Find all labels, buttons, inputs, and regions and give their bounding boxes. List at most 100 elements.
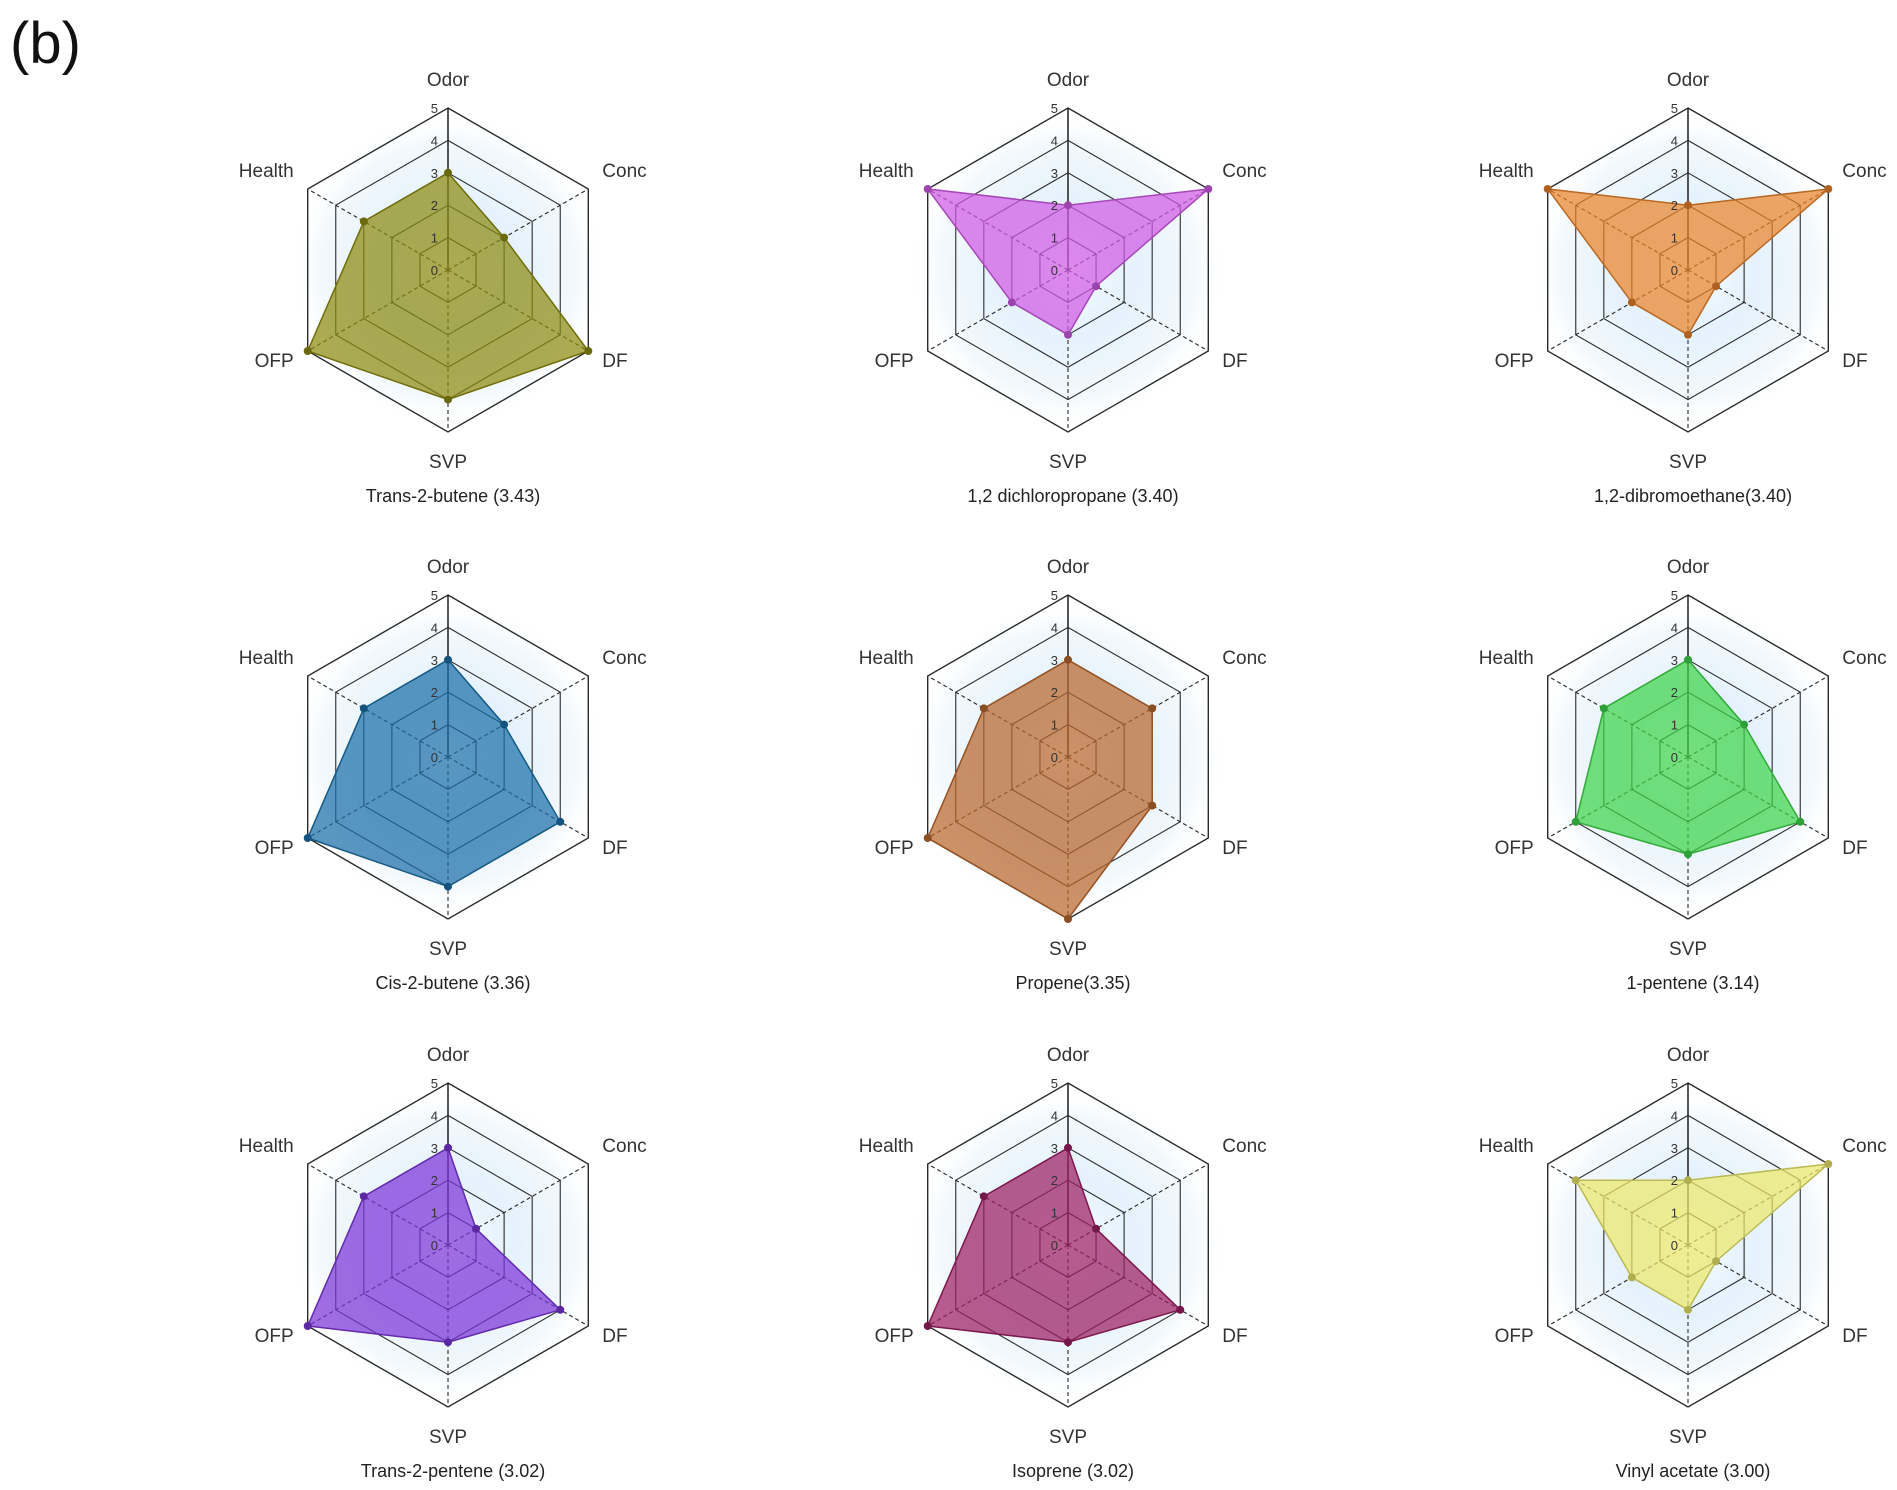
radar-data-point — [1627, 298, 1636, 307]
radar-chart-7: 0 1 2 3 4 5 Odor Conc DF SVP OFP Health Trans-2-pent… — [239, 1045, 647, 1481]
radar-axis-label: Conc — [1842, 648, 1886, 669]
radar-data-point — [1824, 185, 1833, 193]
radar-axis-label: DF — [1842, 1326, 1867, 1347]
radar-axis-label: DF — [1842, 838, 1867, 859]
radar-tick-label: 1 — [1051, 718, 1058, 733]
radar-data-point — [1064, 655, 1072, 664]
radar-axis-label: SVP — [1669, 1427, 1707, 1448]
radar-axis-label: DF — [1222, 351, 1247, 372]
radar-data-point — [1627, 1273, 1636, 1282]
radar-data-point — [444, 1143, 452, 1152]
radar-spoke — [447, 188, 589, 271]
radar-data-point — [444, 168, 452, 177]
radar-axis-label: Health — [859, 161, 914, 182]
radar-chart-5: 0 1 2 3 4 5 Odor Conc DF SVP OFP Health Propene(3.35… — [859, 557, 1267, 993]
radar-chart-2: 0 1 2 3 4 5 Odor Conc DF SVP OFP Health 1,2 dichloro… — [859, 70, 1267, 506]
radar-tick-label: 3 — [1671, 1141, 1678, 1156]
radar-spoke — [1687, 1244, 1829, 1327]
radar-tick-label: 0 — [1051, 750, 1058, 765]
radar-tick-label: 0 — [1671, 750, 1678, 765]
radar-tick-label: 5 — [1671, 1076, 1678, 1091]
radar-axis-label: DF — [602, 838, 627, 859]
radar-axis-label: DF — [1222, 1326, 1247, 1347]
radar-axis-label: SVP — [429, 452, 467, 473]
radar-chart-1: 0 1 2 3 4 5 Odor Conc DF SVP OFP Health Trans-2-bute… — [239, 70, 647, 506]
radar-tick-label: 1 — [1671, 1206, 1678, 1221]
radar-caption: Trans-2-butene (3.43) — [366, 486, 540, 506]
radar-axis-label: SVP — [1049, 452, 1087, 473]
radar-axis-label: OFP — [255, 351, 294, 372]
radar-axis-label: OFP — [255, 838, 294, 859]
radar-axis-label: Health — [239, 1136, 294, 1157]
radar-axis-label: OFP — [1495, 351, 1534, 372]
radar-axis-label: Conc — [602, 648, 646, 669]
radar-data-point — [1204, 185, 1213, 193]
radar-axis-label: Health — [1479, 161, 1534, 182]
radar-data-point — [1684, 850, 1692, 859]
radar-tick-label: 0 — [1051, 263, 1058, 278]
radar-tick-label: 3 — [431, 653, 438, 668]
radar-data-point — [1740, 720, 1749, 729]
radar-data-point — [1824, 1160, 1833, 1168]
radar-data-point — [1571, 817, 1580, 826]
radar-axis-label: Health — [239, 161, 294, 182]
radar-chart-9: 0 1 2 3 4 5 Odor Conc DF SVP OFP Health Vinyl acetat… — [1479, 1045, 1887, 1481]
radar-chart-3: 0 1 2 3 4 5 Odor Conc DF SVP OFP Health 1,2-dibromoe… — [1479, 70, 1887, 506]
radar-data-point — [359, 217, 368, 226]
radar-axis-label: OFP — [1495, 1326, 1534, 1347]
radar-tick-label: 1 — [431, 718, 438, 733]
radar-axis-label: OFP — [875, 838, 914, 859]
radar-data-point — [1148, 704, 1157, 713]
radar-data-point — [923, 834, 932, 842]
radar-data-point — [1176, 1305, 1185, 1314]
radar-data-point — [923, 185, 932, 193]
radar-caption: Propene(3.35) — [1015, 973, 1130, 993]
radar-caption: 1-pentene (3.14) — [1626, 973, 1759, 993]
radar-caption: 1,2-dibromoethane(3.40) — [1594, 486, 1792, 506]
radar-axis-label: Health — [239, 648, 294, 669]
radar-data-point — [1007, 298, 1016, 307]
radar-axis-label: Health — [859, 1136, 914, 1157]
radar-tick-label: 3 — [1671, 653, 1678, 668]
radar-data-point — [1148, 801, 1157, 810]
panel-label: (b) — [10, 11, 81, 76]
radar-caption: Trans-2-pentene (3.02) — [361, 1461, 545, 1481]
radar-spoke — [1067, 1163, 1209, 1246]
radar-tick-label: 4 — [1671, 1108, 1678, 1123]
radar-data-point — [444, 655, 452, 664]
radar-tick-label: 0 — [1671, 263, 1678, 278]
radar-data-point — [1064, 201, 1072, 210]
radar-tick-label: 2 — [431, 685, 438, 700]
radar-caption: Vinyl acetate (3.00) — [1616, 1461, 1771, 1481]
radar-axis-label: DF — [602, 351, 627, 372]
radar-spoke — [1547, 1244, 1689, 1327]
radar-axis-label: Odor — [427, 1045, 470, 1066]
radar-axis-label: SVP — [1669, 452, 1707, 473]
radar-tick-label: 1 — [1051, 231, 1058, 246]
radar-data-point — [979, 1192, 988, 1201]
radar-tick-label: 4 — [431, 133, 438, 148]
radar-tick-label: 1 — [1671, 231, 1678, 246]
radar-caption: 1,2 dichloropropane (3.40) — [967, 486, 1178, 506]
radar-data-point — [472, 1224, 481, 1233]
radar-tick-label: 3 — [1671, 166, 1678, 181]
radar-data-point — [1684, 330, 1692, 339]
radar-data-point — [1712, 1257, 1721, 1266]
radar-axis-label: Health — [1479, 648, 1534, 669]
radar-axis-label: Odor — [1667, 557, 1710, 578]
radar-tick-label: 3 — [431, 1141, 438, 1156]
radar-tick-label: 0 — [1671, 1238, 1678, 1253]
radar-axis-label: DF — [602, 1326, 627, 1347]
radar-axis-label: Odor — [1047, 557, 1090, 578]
radar-spoke — [1547, 269, 1689, 352]
radar-tick-label: 4 — [1051, 1108, 1058, 1123]
radar-data-point — [444, 1338, 452, 1347]
radar-data-point — [556, 817, 565, 826]
radar-data-point — [1064, 1338, 1072, 1347]
radar-axis-label: SVP — [1049, 939, 1087, 960]
radar-axis-label: SVP — [429, 1427, 467, 1448]
radar-data-point — [444, 395, 452, 404]
radar-tick-label: 2 — [431, 1173, 438, 1188]
radar-axis-label: OFP — [875, 351, 914, 372]
radar-tick-label: 3 — [1051, 1141, 1058, 1156]
